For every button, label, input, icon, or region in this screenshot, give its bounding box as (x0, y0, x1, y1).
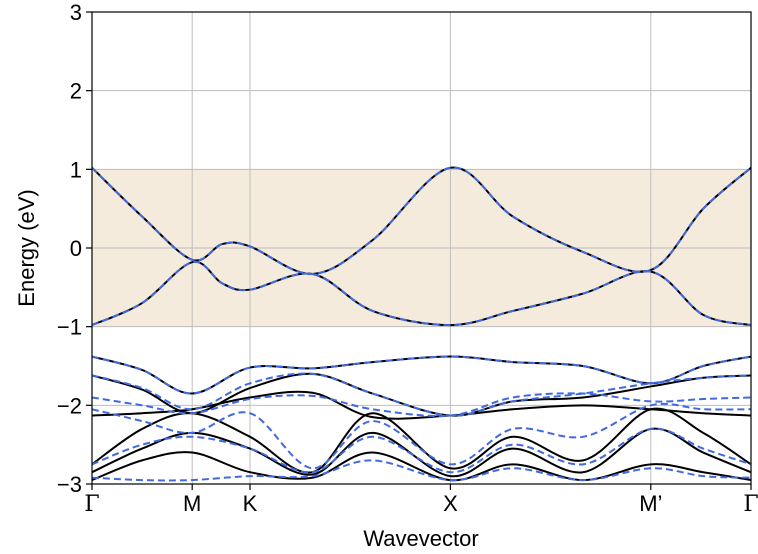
band-line-dashed (92, 166, 751, 275)
y-tick-label: −3 (57, 472, 82, 497)
y-tick-label: 3 (70, 0, 82, 25)
x-tick-label: M’ (639, 491, 662, 516)
x-tick-label: Γ (84, 492, 99, 517)
y-tick-label: 0 (70, 236, 82, 261)
band-line-dashed (92, 392, 751, 417)
x-tick-label: X (443, 491, 458, 516)
x-axis-ticks: Γ M K X M’ Γ (84, 484, 758, 517)
x-tick-label: K (243, 491, 258, 516)
y-tick-label: −1 (57, 315, 82, 340)
x-axis-title: Wavevector (363, 526, 478, 551)
x-tick-label: Γ (743, 492, 758, 517)
band-line-dashed (92, 355, 751, 395)
band-line-dashed (92, 427, 751, 474)
y-axis-title: Energy (eV) (14, 189, 39, 306)
band-line-dashed (92, 372, 751, 417)
y-tick-label: 1 (70, 157, 82, 182)
band-line-dashed (92, 260, 751, 327)
x-tick-label: M (183, 491, 201, 516)
y-tick-label: −2 (57, 393, 82, 418)
band-lines (92, 166, 751, 482)
band-line-dashed (92, 402, 751, 470)
band-line-dashed (92, 459, 751, 482)
y-axis-ticks: 3 2 1 0 −1 −2 −3 (57, 0, 92, 497)
y-tick-label: 2 (70, 79, 82, 104)
band-line-solid (92, 451, 751, 482)
